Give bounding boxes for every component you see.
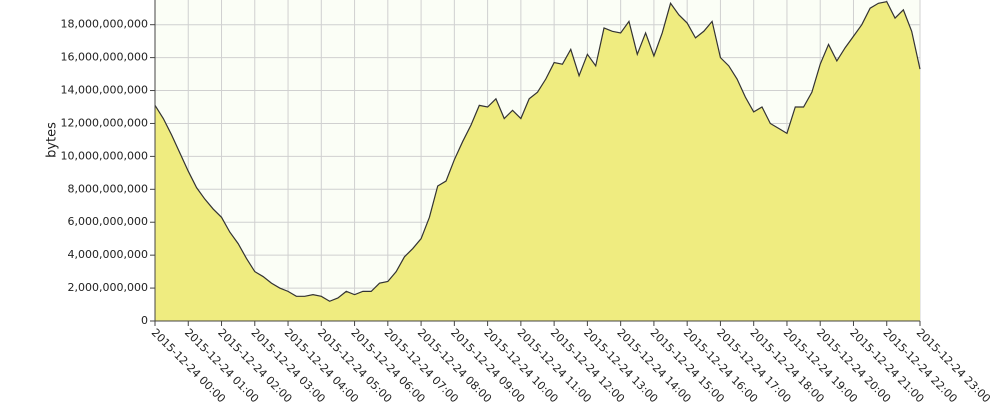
area bbox=[155, 1, 920, 322]
y-tick-label: 8,000,000,000 bbox=[68, 182, 148, 195]
y-tick-label: 0 bbox=[141, 314, 148, 327]
y-tick-label: 16,000,000,000 bbox=[61, 51, 148, 64]
y-tick-label: 14,000,000,000 bbox=[61, 84, 148, 97]
y-tick-label: 2,000,000,000 bbox=[68, 281, 148, 294]
y-tick-label: 6,000,000,000 bbox=[68, 215, 148, 228]
y-axis-label: bytes bbox=[45, 122, 60, 158]
y-tick-label: 18,000,000,000 bbox=[61, 18, 148, 31]
y-tick-label: 12,000,000,000 bbox=[61, 116, 148, 129]
line bbox=[154, 0, 921, 302]
y-tick-label: 4,000,000,000 bbox=[68, 248, 148, 261]
y-tick-label: 10,000,000,000 bbox=[61, 149, 148, 162]
